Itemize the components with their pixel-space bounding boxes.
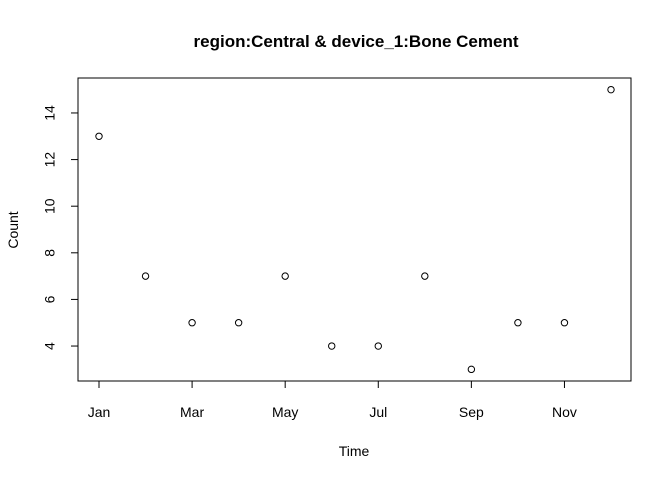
y-tick-label: 10 (42, 198, 58, 214)
data-point (467, 365, 476, 374)
y-tick-label: 6 (42, 295, 58, 303)
x-axis-label: Time (339, 443, 370, 459)
data-point (234, 319, 243, 327)
x-tick-label: Jan (88, 404, 111, 420)
x-tick-label: May (272, 404, 298, 420)
plot-frame (77, 77, 632, 382)
x-axis: Jan Mar May Jul Sep Nov (88, 380, 577, 420)
y-axis: 4 6 8 10 12 14 (42, 105, 79, 350)
data-point (421, 272, 429, 280)
y-tick-label: 14 (42, 105, 58, 121)
data-point (514, 319, 522, 327)
x-tick-label: Mar (180, 404, 204, 420)
data-point (560, 319, 569, 327)
data-point (281, 272, 289, 280)
x-tick-label: Jul (369, 404, 387, 420)
chart-title: region:Central & device_1:Bone Cement (194, 32, 519, 51)
x-tick-label: Sep (459, 404, 484, 420)
data-point (374, 342, 382, 350)
x-tick-label: Nov (552, 404, 577, 420)
y-tick-label: 4 (42, 342, 58, 350)
y-axis-label: Count (5, 211, 21, 248)
y-tick-label: 8 (42, 249, 58, 257)
y-tick-label: 12 (42, 152, 58, 168)
data-point (328, 342, 336, 350)
data-point (607, 85, 615, 94)
data-point (141, 272, 150, 280)
data-points (95, 85, 615, 374)
data-point (95, 132, 103, 140)
data-point (188, 319, 196, 327)
